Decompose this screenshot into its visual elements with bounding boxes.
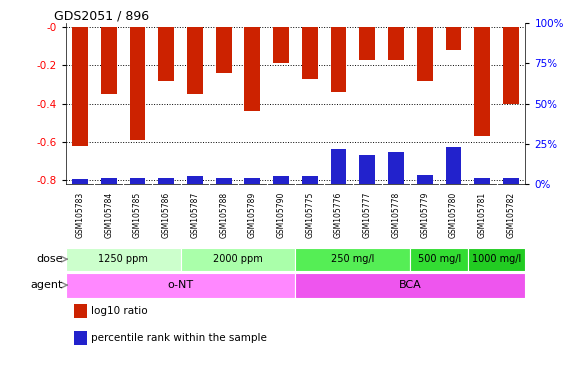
Bar xyxy=(130,178,146,184)
Text: percentile rank within the sample: percentile rank within the sample xyxy=(91,333,267,343)
Text: dose: dose xyxy=(37,254,63,264)
Bar xyxy=(187,176,203,184)
Text: 2000 ppm: 2000 ppm xyxy=(213,254,263,264)
Text: 250 mg/l: 250 mg/l xyxy=(331,254,375,264)
Bar xyxy=(475,178,490,184)
Bar xyxy=(130,27,146,140)
Text: GSM105789: GSM105789 xyxy=(248,192,257,238)
Bar xyxy=(503,27,519,104)
Text: GSM105778: GSM105778 xyxy=(392,192,400,238)
Bar xyxy=(274,27,289,63)
Text: 1000 mg/l: 1000 mg/l xyxy=(472,254,521,264)
Bar xyxy=(187,27,203,94)
Text: GSM105787: GSM105787 xyxy=(191,192,199,238)
Bar xyxy=(296,273,525,298)
Bar xyxy=(158,178,174,184)
Text: GSM105784: GSM105784 xyxy=(104,192,113,238)
Bar xyxy=(274,176,289,184)
Bar xyxy=(445,27,461,50)
Bar xyxy=(388,152,404,184)
Text: GSM105776: GSM105776 xyxy=(334,192,343,238)
Text: GDS2051 / 896: GDS2051 / 896 xyxy=(54,10,150,23)
Bar xyxy=(503,178,519,184)
Bar xyxy=(296,248,411,271)
Bar xyxy=(216,27,232,73)
Text: GSM105775: GSM105775 xyxy=(305,192,315,238)
Bar xyxy=(468,248,525,271)
Bar xyxy=(445,147,461,184)
Text: GSM105783: GSM105783 xyxy=(75,192,85,238)
Bar xyxy=(216,178,232,184)
Bar xyxy=(417,175,433,184)
Text: o-NT: o-NT xyxy=(167,280,194,290)
Bar xyxy=(72,27,88,146)
Bar xyxy=(359,27,375,60)
Bar xyxy=(411,248,468,271)
Bar xyxy=(66,273,296,298)
Text: GSM105781: GSM105781 xyxy=(478,192,486,238)
Text: log10 ratio: log10 ratio xyxy=(91,306,148,316)
Bar xyxy=(180,248,296,271)
Text: GSM105785: GSM105785 xyxy=(133,192,142,238)
Bar xyxy=(101,27,116,94)
Bar xyxy=(72,179,88,184)
Bar xyxy=(302,27,317,79)
Text: 500 mg/l: 500 mg/l xyxy=(417,254,461,264)
Bar xyxy=(244,178,260,184)
Bar xyxy=(101,178,116,184)
Bar xyxy=(66,248,180,271)
Bar xyxy=(475,27,490,136)
Bar xyxy=(331,149,347,184)
Bar xyxy=(158,27,174,81)
Text: GSM105786: GSM105786 xyxy=(162,192,171,238)
Text: GSM105788: GSM105788 xyxy=(219,192,228,238)
Text: agent: agent xyxy=(30,280,63,290)
Text: BCA: BCA xyxy=(399,280,422,290)
Text: GSM105782: GSM105782 xyxy=(506,192,516,238)
Text: GSM105790: GSM105790 xyxy=(276,192,286,238)
Bar xyxy=(359,155,375,184)
Bar xyxy=(417,27,433,81)
Text: GSM105780: GSM105780 xyxy=(449,192,458,238)
Bar xyxy=(388,27,404,60)
Bar xyxy=(302,176,317,184)
Bar xyxy=(331,27,347,92)
Text: GSM105777: GSM105777 xyxy=(363,192,372,238)
Bar xyxy=(244,27,260,111)
Text: GSM105779: GSM105779 xyxy=(420,192,429,238)
Text: 1250 ppm: 1250 ppm xyxy=(98,254,148,264)
